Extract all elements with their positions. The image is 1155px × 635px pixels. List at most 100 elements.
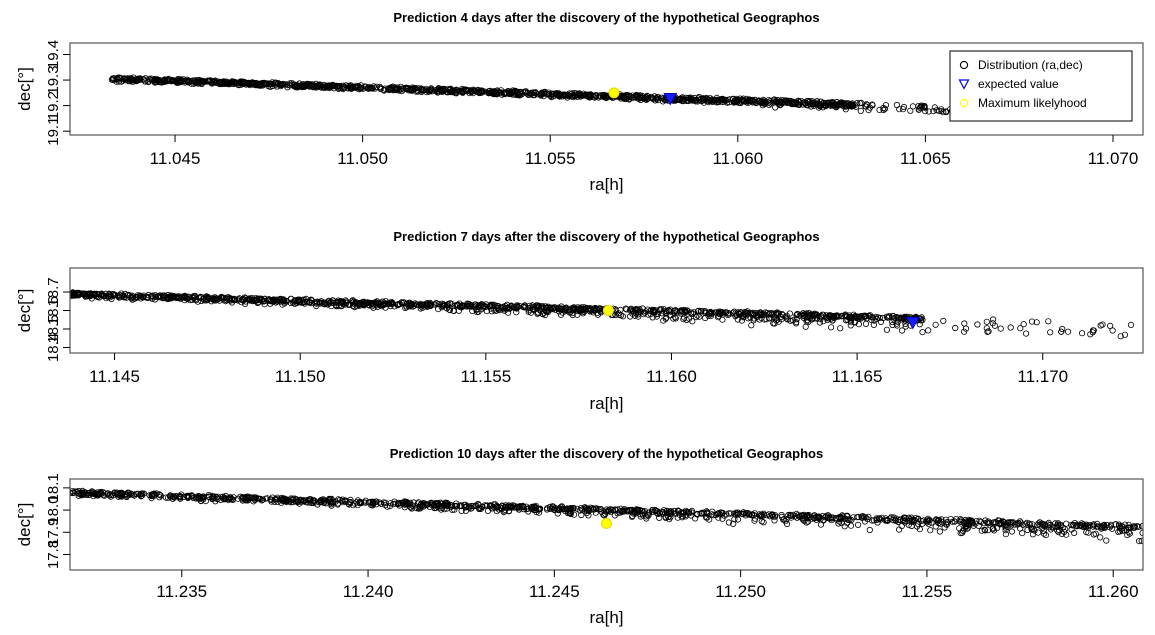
distribution-point <box>748 512 756 519</box>
distribution-point <box>1138 537 1143 544</box>
distribution-point <box>504 309 512 316</box>
y-tick-label: 19.3 <box>45 65 62 94</box>
distribution-point <box>387 500 394 507</box>
distribution-point <box>681 309 689 316</box>
distribution-point <box>131 295 138 302</box>
y-tick-label: 17.9 <box>45 518 62 547</box>
distribution-point <box>956 525 963 532</box>
distribution-point <box>905 514 912 521</box>
distribution-point <box>1081 522 1088 530</box>
distribution-point <box>526 307 533 314</box>
distribution-point <box>1047 526 1055 533</box>
distribution-point <box>927 527 934 534</box>
distribution-point <box>362 499 369 506</box>
distribution-point <box>735 510 742 518</box>
distribution-point <box>256 80 263 87</box>
distribution-point <box>240 494 247 501</box>
distribution-point <box>940 317 947 324</box>
distribution-point <box>889 321 896 329</box>
x-tick-label: 11.240 <box>343 582 394 601</box>
distribution-point <box>876 515 883 522</box>
distribution-point <box>353 299 360 306</box>
distribution-point <box>189 296 196 303</box>
distribution-point <box>769 310 776 317</box>
x-axis-label: ra[h] <box>589 175 623 194</box>
distribution-point <box>773 310 780 318</box>
distribution-point <box>864 516 871 523</box>
plot-frame <box>69 478 1144 571</box>
distribution-point <box>811 312 819 319</box>
distribution-point <box>130 78 137 85</box>
distribution-point <box>629 95 636 102</box>
distribution-point <box>571 92 578 99</box>
distribution-point <box>726 96 733 103</box>
x-tick-label: 11.055 <box>525 149 576 168</box>
distribution-point <box>335 496 342 503</box>
distribution-point <box>901 517 909 525</box>
distribution-point <box>743 312 750 319</box>
distribution-point <box>905 521 912 529</box>
distribution-point <box>660 317 667 324</box>
distribution-point <box>1117 333 1124 340</box>
distribution-point <box>694 510 701 518</box>
distribution-point <box>869 102 876 109</box>
x-tick-label: 11.170 <box>1017 367 1068 386</box>
distribution-point <box>301 298 308 305</box>
distribution-point <box>581 508 588 515</box>
distribution-point <box>1063 520 1070 527</box>
distribution-point <box>920 517 927 524</box>
distribution-point <box>456 502 463 510</box>
distribution-point <box>301 300 308 307</box>
distribution-point <box>989 525 997 533</box>
distribution-point <box>427 86 434 93</box>
distribution-point <box>505 507 513 514</box>
distribution-point <box>1078 522 1085 529</box>
distribution-point <box>276 297 283 304</box>
distribution-point <box>741 98 748 105</box>
distribution-point <box>335 302 342 310</box>
distribution-point <box>328 495 335 502</box>
distribution-point <box>339 86 347 93</box>
distribution-point <box>458 304 465 311</box>
distribution-point <box>952 324 959 332</box>
distribution-point <box>212 78 219 85</box>
distribution-point <box>188 492 195 499</box>
distribution-point <box>72 291 79 298</box>
y-axis-label: dec[°] <box>15 503 34 547</box>
distribution-point <box>623 306 630 313</box>
distribution-point <box>568 305 575 312</box>
distribution-point <box>597 505 605 513</box>
distribution-point <box>200 79 207 86</box>
distribution-point <box>385 300 392 308</box>
distribution-point <box>826 313 833 320</box>
distribution-point <box>225 79 232 86</box>
distribution-point <box>873 515 880 522</box>
distribution-point <box>727 510 734 517</box>
distribution-point <box>662 513 669 521</box>
distribution-point <box>678 510 685 517</box>
distribution-point <box>553 91 560 98</box>
x-tick-label: 11.245 <box>529 582 580 601</box>
legend-box <box>949 50 1133 122</box>
distribution-point <box>871 317 878 324</box>
distribution-point <box>304 496 311 504</box>
distribution-point <box>773 97 780 104</box>
distribution-point <box>321 84 328 92</box>
distribution-point <box>544 504 551 512</box>
distribution-point <box>417 501 424 508</box>
distribution-point <box>719 510 726 517</box>
distribution-point <box>913 523 921 530</box>
distribution-point <box>866 526 873 534</box>
distribution-point <box>587 307 595 314</box>
distribution-point <box>308 296 315 304</box>
distribution-point <box>917 517 925 525</box>
distribution-point <box>712 309 719 316</box>
distribution-point <box>598 508 605 515</box>
distribution-point <box>822 102 829 110</box>
distribution-point <box>330 299 337 307</box>
x-tick-label: 11.235 <box>156 582 207 601</box>
distribution-point <box>287 299 294 306</box>
distribution-point <box>478 300 485 308</box>
distribution-point <box>497 89 505 96</box>
